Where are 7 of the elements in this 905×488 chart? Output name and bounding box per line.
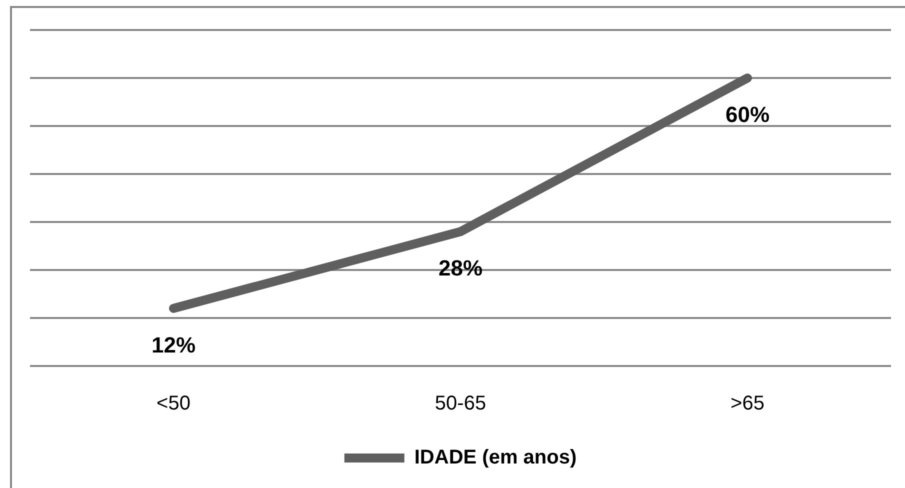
x-tick-label: >65	[730, 392, 764, 415]
x-tick-label: <50	[156, 392, 190, 415]
data-label: 60%	[725, 102, 770, 128]
x-tick-label: 50-65	[434, 392, 486, 415]
data-label: 28%	[438, 256, 483, 281]
data-label: 12%	[151, 332, 196, 358]
legend-label: IDADE (em anos)	[414, 446, 577, 469]
